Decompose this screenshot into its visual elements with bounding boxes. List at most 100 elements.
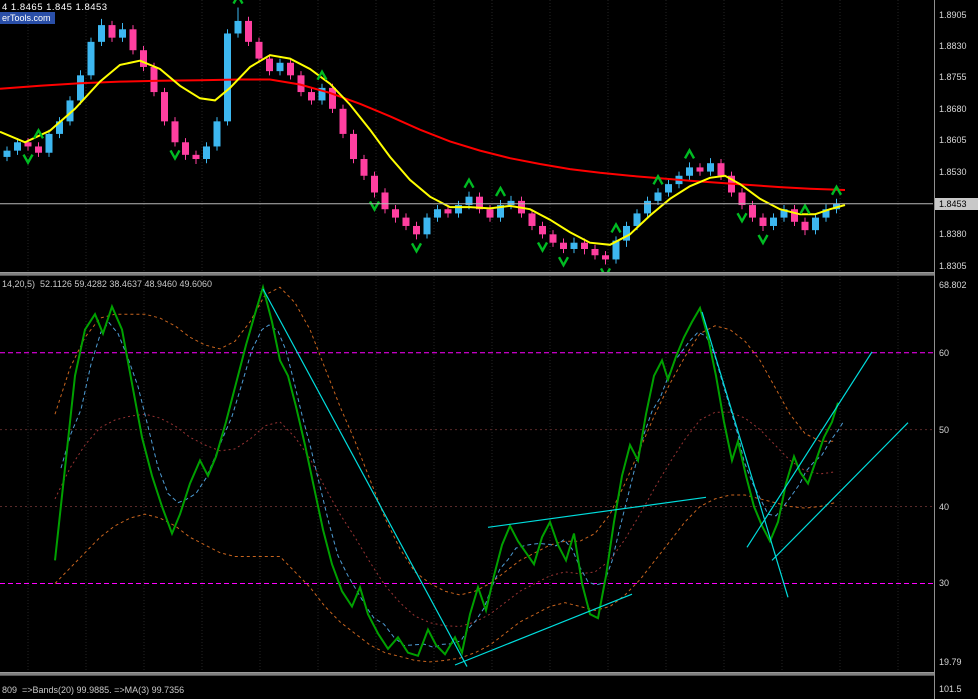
- candle-body: [381, 192, 389, 210]
- candle-body: [140, 50, 147, 67]
- up-arrow-icon: [494, 185, 507, 197]
- trendline[interactable]: [487, 496, 707, 528]
- price-tick-label: 1.8530: [939, 166, 967, 177]
- candle-body: [749, 205, 756, 218]
- down-arrow-icon: [169, 149, 181, 161]
- candle-body: [24, 142, 32, 147]
- candle-body: [665, 184, 672, 193]
- band-lower-line: [54, 494, 836, 663]
- candle-body: [696, 167, 704, 172]
- down-arrow-icon: [557, 256, 570, 268]
- candle-body: [77, 75, 84, 101]
- candle-body: [612, 240, 620, 260]
- bottom-axis-value: 101.5: [939, 684, 962, 694]
- candle-body: [423, 217, 431, 235]
- candle-body: [234, 20, 242, 34]
- candle-body: [707, 163, 714, 172]
- candle-body: [35, 146, 42, 153]
- candle-body: [318, 87, 326, 101]
- price-chart-canvas[interactable]: [0, 0, 933, 272]
- candle-body: [507, 200, 515, 206]
- up-arrow-icon: [799, 203, 811, 215]
- osc-tick-label: 50: [939, 424, 950, 435]
- trendline[interactable]: [771, 422, 909, 561]
- down-arrow-icon: [368, 200, 381, 212]
- candle-body: [770, 217, 777, 226]
- down-arrow-icon: [599, 267, 612, 272]
- candle-body: [591, 248, 599, 256]
- osc-tick-label: 19.79: [939, 657, 962, 667]
- up-arrow-icon: [683, 147, 696, 159]
- trendline[interactable]: [701, 311, 789, 598]
- down-arrow-icon: [22, 154, 34, 166]
- vertical-grid: [27, 276, 899, 672]
- price-tick-label: 1.8680: [939, 103, 967, 114]
- vertical-grid: [27, 0, 899, 272]
- candle-body: [213, 121, 221, 147]
- down-arrow-icon: [536, 241, 549, 253]
- candle-body: [287, 62, 294, 76]
- candle-body: [350, 133, 357, 160]
- candle-body: [150, 66, 158, 93]
- candle-body: [654, 192, 662, 201]
- window-separator[interactable]: [0, 272, 978, 276]
- osc-tick-label: 68.802: [939, 280, 967, 290]
- candle-body: [224, 33, 231, 122]
- osc-tick-label: 30: [939, 578, 950, 589]
- osc-tick-label: 60: [939, 347, 950, 358]
- candle-body: [266, 58, 273, 72]
- candle-body: [129, 29, 137, 51]
- price-tick-label: 1.8830: [939, 41, 967, 52]
- quote-line: 4 1.8465 1.845 1.8453: [2, 2, 108, 13]
- candle-body: [371, 175, 378, 193]
- candle-body: [570, 242, 578, 249]
- candle-body: [182, 142, 189, 155]
- ma-fast-line: [0, 54, 846, 246]
- up-arrow-icon: [830, 184, 843, 196]
- candle-body: [633, 213, 641, 226]
- candle-body: [297, 75, 305, 93]
- candle-body: [308, 92, 315, 101]
- candle-body: [434, 209, 441, 218]
- candle-body: [360, 159, 368, 176]
- trendline[interactable]: [454, 593, 633, 666]
- candle-body: [14, 142, 21, 151]
- up-arrow-icon: [610, 221, 622, 234]
- price-tick-label: 1.8905: [939, 9, 967, 20]
- watermark-badge: erTools.com: [0, 12, 55, 24]
- candle-body: [245, 20, 252, 42]
- up-arrow-icon: [316, 69, 328, 81]
- window-separator-2[interactable]: [0, 672, 978, 676]
- candle-body: [339, 108, 347, 134]
- up-arrow-icon: [232, 0, 244, 5]
- candle-body: [539, 225, 546, 235]
- candle-body: [255, 41, 263, 59]
- candle-body: [3, 150, 11, 157]
- down-arrow-icon: [410, 242, 423, 254]
- candle-body: [87, 41, 95, 76]
- trendline[interactable]: [262, 288, 468, 667]
- candle-body: [476, 196, 483, 210]
- price-tick-label: 1.8605: [939, 135, 967, 146]
- candle-body: [119, 29, 126, 38]
- candle-body: [581, 242, 588, 249]
- signal-line: [60, 321, 845, 649]
- candle-body: [108, 25, 116, 38]
- candle-body: [812, 217, 819, 231]
- candle-body: [392, 209, 399, 218]
- candle-body: [780, 209, 788, 218]
- up-arrow-icon: [652, 173, 664, 185]
- bottom-indicator-label: 809 =>Bands(20) 99.9885. =>MA(3) 99.7356: [2, 685, 185, 695]
- candle-body: [801, 221, 809, 231]
- candle-body: [644, 200, 651, 214]
- candle-body: [161, 92, 168, 122]
- oscillator-canvas[interactable]: [0, 276, 933, 672]
- price-axis: 1.8453 101.5 1.8905 1.8830 1.8755 1.8680 1.8…: [934, 0, 978, 699]
- signal-arrows: [22, 0, 843, 272]
- candle-body: [717, 163, 725, 176]
- candle-body: [66, 100, 74, 122]
- trendline[interactable]: [746, 351, 873, 548]
- candle-body: [686, 167, 693, 176]
- candle-body: [759, 217, 767, 226]
- candle-body: [791, 209, 798, 222]
